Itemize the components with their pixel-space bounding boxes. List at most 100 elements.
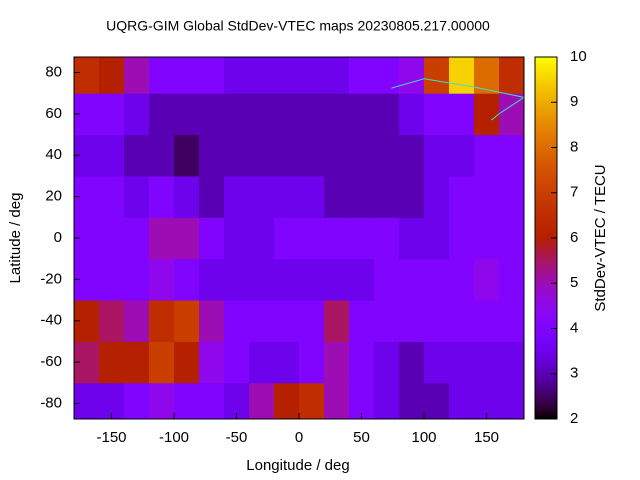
heatmap-cell [224, 217, 250, 260]
heatmap-cell [99, 93, 125, 136]
heatmap-cell [149, 300, 175, 342]
heatmap-cell [499, 300, 525, 342]
heatmap-cell [99, 217, 125, 260]
heatmap-cell [199, 175, 225, 218]
heatmap-cell [199, 57, 225, 94]
heatmap-cell [399, 258, 425, 301]
heatmap-cell [174, 258, 200, 301]
heatmap-cell [274, 300, 300, 342]
heatmap-cell [249, 382, 275, 420]
heatmap-cell [299, 382, 325, 420]
heatmap-cell [324, 57, 350, 94]
heatmap-cell [399, 93, 425, 136]
y-axis-label: Latitude / deg [7, 193, 24, 284]
heatmap-cell [399, 57, 425, 94]
heatmap-cell [99, 57, 125, 94]
heatmap-cell [349, 258, 375, 301]
x-tick-label: 0 [295, 429, 303, 446]
heatmap-cell [199, 134, 225, 177]
heatmap-cell [374, 217, 400, 260]
heatmap-cell [474, 93, 500, 136]
heatmap-cell [199, 382, 225, 420]
heatmap-cell [299, 57, 325, 94]
x-tick-label: 150 [474, 429, 499, 446]
heatmap-cell [374, 175, 400, 218]
heatmap-cell [449, 175, 475, 218]
heatmap-cell [199, 93, 225, 136]
heatmap-cell [224, 300, 250, 342]
heatmap-cell [299, 93, 325, 136]
x-tick-label: -100 [159, 429, 189, 446]
heatmap-cell [499, 258, 525, 301]
heatmap-cell [324, 300, 350, 342]
colorbar-tick-label: 6 [570, 229, 578, 246]
heatmap-cell [474, 341, 500, 384]
colorbar-tick-label: 9 [570, 93, 578, 110]
heatmap-cell [449, 300, 475, 342]
heatmap-cell [224, 175, 250, 218]
heatmap-cell [224, 57, 250, 94]
x-tick-label: -50 [226, 429, 248, 446]
heatmap-cell [149, 258, 175, 301]
heatmap-cell [224, 258, 250, 301]
heatmap-cell [324, 382, 350, 420]
heatmap-cell [424, 175, 450, 218]
heatmap-cell [149, 134, 175, 177]
heatmap-cell [324, 175, 350, 218]
heatmap-cell [249, 258, 275, 301]
heatmap-cell [374, 341, 400, 384]
y-tick-label: 80 [45, 63, 62, 80]
heatmap-cell [324, 134, 350, 177]
heatmap-cell [424, 300, 450, 342]
heatmap-cell [124, 57, 150, 94]
heatmap-cell [99, 258, 125, 301]
heatmap-cell [349, 93, 375, 136]
heatmap-cell [399, 175, 425, 218]
heatmap-cell [399, 217, 425, 260]
heatmap-cell [374, 382, 400, 420]
heatmap-cell [374, 57, 400, 94]
heatmap-cell [374, 134, 400, 177]
heatmap-cell [174, 382, 200, 420]
heatmap-cell [149, 341, 175, 384]
heatmap-cell [424, 382, 450, 420]
heatmap-cell [499, 217, 525, 260]
heatmap-cell [174, 134, 200, 177]
heatmap-cell [274, 382, 300, 420]
y-tick-label: -80 [40, 394, 62, 411]
heatmap-cell [249, 217, 275, 260]
heatmap-cell [124, 175, 150, 218]
colorbar-tick-label: 8 [570, 138, 578, 155]
heatmap-cell [124, 93, 150, 136]
heatmap-cell [299, 300, 325, 342]
heatmap-cell [349, 134, 375, 177]
heatmap-cell [349, 175, 375, 218]
heatmap-cell [299, 258, 325, 301]
heatmap-cell [424, 57, 450, 94]
heatmap-cell [274, 217, 300, 260]
heatmap-cell [299, 217, 325, 260]
heatmap-cell [474, 300, 500, 342]
heatmap-cell [324, 217, 350, 260]
heatmap-cell [499, 57, 525, 94]
heatmap-cell [449, 57, 475, 94]
colorbar-tick-label: 3 [570, 365, 578, 382]
heatmap-cell [224, 93, 250, 136]
heatmap-cell [99, 300, 125, 342]
heatmap-cell [449, 93, 475, 136]
heatmap-cell [149, 382, 175, 420]
heatmap-cell [174, 300, 200, 342]
heatmap-cell [374, 258, 400, 301]
heatmap-cell [274, 93, 300, 136]
y-tick-label: 60 [45, 105, 62, 122]
heatmap-cell [399, 341, 425, 384]
heatmap-cell [274, 134, 300, 177]
heatmap-cell [324, 93, 350, 136]
heatmap-cell [474, 217, 500, 260]
heatmap-cell [74, 382, 100, 420]
heatmap-cell [324, 258, 350, 301]
heatmap-cell [99, 341, 125, 384]
heatmap-cell [74, 57, 100, 94]
